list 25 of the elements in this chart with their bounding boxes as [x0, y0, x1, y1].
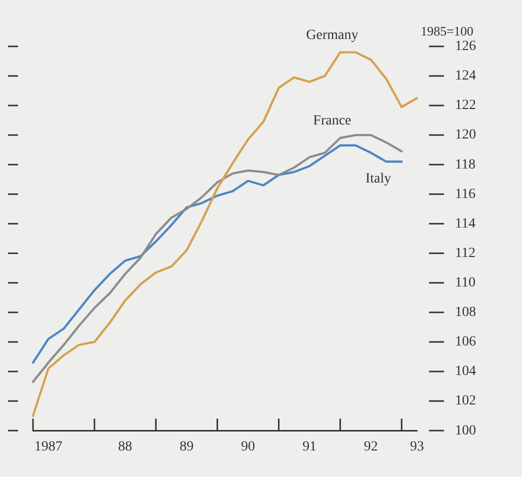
y-tick-label: 122: [455, 98, 476, 114]
y-tick-label: 112: [455, 246, 476, 261]
series-label: Italy: [365, 171, 392, 186]
x-tick-label: 93: [410, 440, 424, 455]
x-tick-label: 1987: [34, 440, 62, 455]
series-label: Germany: [306, 28, 358, 43]
x-tick-label: 90: [241, 440, 256, 455]
y-tick-label: 104: [455, 364, 476, 380]
y-tick-label: 114: [455, 216, 476, 232]
y-tick-label: 100: [455, 423, 476, 438]
y-tick-label: 126: [455, 39, 476, 54]
y-axis-title: 1985=100: [420, 23, 474, 38]
y-tick-label: 118: [455, 157, 476, 172]
y-tick-label: 110: [455, 276, 476, 291]
y-tick-label: 124: [455, 68, 476, 84]
y-tick-label: 120: [455, 128, 476, 143]
y-tick-label: 108: [455, 305, 476, 320]
series-label: France: [313, 114, 352, 129]
x-tick-label: 92: [364, 440, 378, 455]
y-tick-label: 102: [455, 394, 476, 409]
x-tick-label: 88: [118, 440, 132, 455]
y-tick-label: 116: [455, 186, 476, 202]
x-tick-label: 91: [302, 440, 316, 455]
x-tick-label: 89: [180, 440, 194, 455]
y-tick-label: 106: [455, 334, 476, 350]
